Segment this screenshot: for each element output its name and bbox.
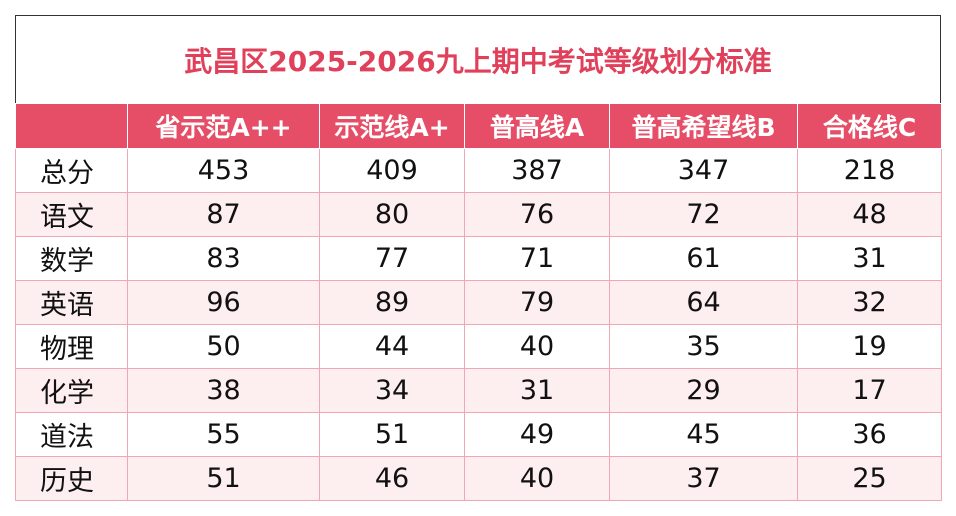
score-cell: 77 (319, 236, 465, 281)
score-cell: 96 (127, 280, 320, 325)
table-row: 数学 83 77 71 61 31 (15, 236, 942, 281)
score-cell: 35 (609, 324, 798, 369)
score-cell: 347 (609, 148, 798, 193)
score-cell: 29 (609, 368, 798, 413)
row-label: 化学 (15, 368, 128, 413)
row-label: 历史 (15, 456, 128, 501)
score-cell: 32 (797, 280, 942, 325)
sheet: 武昌区2025-2026九上期中考试等级划分标准 省示范A++ 示范线A+ 普高线A… (15, 15, 942, 501)
score-cell: 40 (464, 456, 610, 501)
score-cell: 25 (797, 456, 942, 501)
table-row: 道法 55 51 49 45 36 (15, 412, 942, 457)
score-cell: 45 (609, 412, 798, 457)
score-cell: 31 (464, 368, 610, 413)
corner-cell (15, 103, 128, 149)
column-header: 省示范A++ (127, 103, 320, 149)
table-row: 英语 96 89 79 64 32 (15, 280, 942, 325)
score-cell: 387 (464, 148, 610, 193)
score-cell: 71 (464, 236, 610, 281)
table-row: 历史 51 46 40 37 25 (15, 456, 942, 501)
score-cell: 87 (127, 192, 320, 237)
score-cell: 453 (127, 148, 320, 193)
score-cell: 83 (127, 236, 320, 281)
column-header: 普高线A (464, 103, 610, 149)
row-label: 英语 (15, 280, 128, 325)
row-label: 数学 (15, 236, 128, 281)
score-cell: 64 (609, 280, 798, 325)
score-cell: 46 (319, 456, 465, 501)
row-label: 总分 (15, 148, 128, 193)
score-cell: 44 (319, 324, 465, 369)
row-label: 语文 (15, 192, 128, 237)
score-cell: 17 (797, 368, 942, 413)
table-row: 化学 38 34 31 29 17 (15, 368, 942, 413)
score-cell: 61 (609, 236, 798, 281)
column-header: 合格线C (797, 103, 942, 149)
score-cell: 49 (464, 412, 610, 457)
row-label: 道法 (15, 412, 128, 457)
score-cell: 218 (797, 148, 942, 193)
score-cell: 76 (464, 192, 610, 237)
score-cell: 36 (797, 412, 942, 457)
column-header: 示范线A+ (319, 103, 465, 149)
score-cell: 19 (797, 324, 942, 369)
score-cell: 40 (464, 324, 610, 369)
table-body: 总分 453 409 387 347 218 语文 87 80 76 72 48 数学 83 77 71 61 3… (15, 148, 942, 501)
score-cell: 409 (319, 148, 465, 193)
row-label: 物理 (15, 324, 128, 369)
table-row: 总分 453 409 387 347 218 (15, 148, 942, 193)
header-row: 省示范A++ 示范线A+ 普高线A 普高希望线B 合格线C (15, 103, 942, 149)
score-cell: 55 (127, 412, 320, 457)
score-cell: 72 (609, 192, 798, 237)
score-cell: 50 (127, 324, 320, 369)
score-cell: 51 (127, 456, 320, 501)
score-cell: 34 (319, 368, 465, 413)
score-cell: 89 (319, 280, 465, 325)
table-row: 语文 87 80 76 72 48 (15, 192, 942, 237)
table-row: 物理 50 44 40 35 19 (15, 324, 942, 369)
title: 武昌区2025-2026九上期中考试等级划分标准 (15, 15, 941, 103)
score-cell: 38 (127, 368, 320, 413)
score-cell: 51 (319, 412, 465, 457)
score-cell: 48 (797, 192, 942, 237)
score-cell: 79 (464, 280, 610, 325)
score-cell: 80 (319, 192, 465, 237)
column-header: 普高希望线B (609, 103, 798, 149)
score-cell: 37 (609, 456, 798, 501)
grade-table: 省示范A++ 示范线A+ 普高线A 普高希望线B 合格线C 总分 453 409 387 347… (15, 103, 942, 501)
score-cell: 31 (797, 236, 942, 281)
